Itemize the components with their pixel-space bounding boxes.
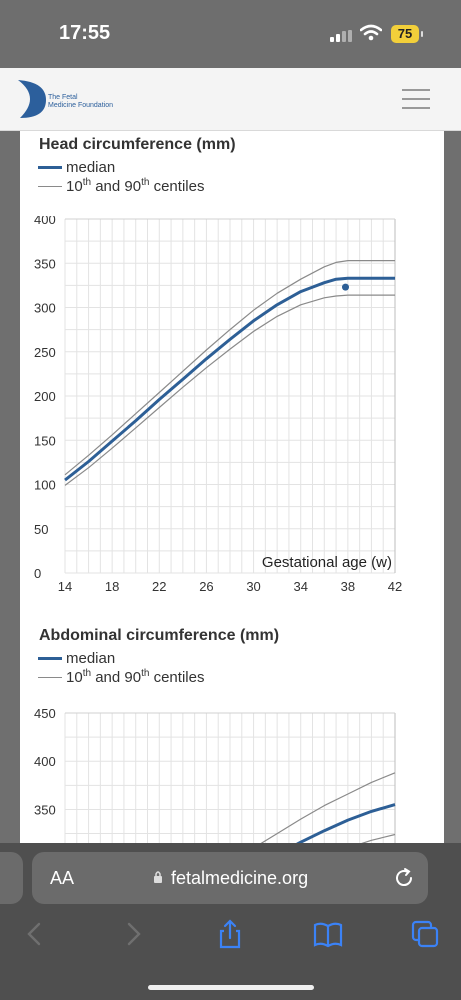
- x-tick-label: 22: [152, 579, 166, 594]
- legend-median-label: median: [66, 159, 116, 176]
- url-text[interactable]: fetalmedicine.org: [171, 868, 309, 888]
- home-indicator: [148, 985, 314, 990]
- tabs-icon[interactable]: [410, 919, 440, 949]
- median-line: [64, 276, 395, 482]
- centile-swatch: [38, 186, 62, 187]
- forward-icon[interactable]: [118, 919, 148, 949]
- foundation-logo-icon[interactable]: [16, 78, 48, 120]
- cellular-signal-icon: [330, 30, 352, 42]
- measurement-point: [342, 283, 349, 291]
- centile-line: [64, 259, 395, 476]
- back-icon[interactable]: [20, 919, 50, 949]
- head-circumference-chart: 0 50 100 150 200 250 300 350 400 14 18 22 26 30 34 38 42…: [34, 216, 402, 594]
- y-tick-label: 200: [34, 389, 56, 404]
- site-header: The Fetal Medicine Foundation: [0, 68, 461, 131]
- median-swatch: [38, 166, 62, 169]
- chart-1-legend-median: median: [38, 159, 115, 176]
- y-tick-label: 350: [34, 802, 56, 817]
- centile-swatch: [38, 677, 62, 678]
- x-tick-label: 26: [199, 579, 213, 594]
- centile-line: [361, 833, 396, 843]
- wifi-icon: [360, 24, 382, 41]
- logo-line-2: Medicine Foundation: [48, 102, 113, 109]
- chart-2-title: Abdominal circumference (mm): [39, 627, 280, 644]
- x-tick-label: 30: [246, 579, 260, 594]
- x-tick-label: 18: [105, 579, 119, 594]
- x-tick-label: 42: [388, 579, 402, 594]
- y-tick-label: 0: [34, 566, 41, 581]
- centile-line: [260, 772, 396, 843]
- y-tick-label: 150: [34, 433, 56, 448]
- y-tick-label: 100: [34, 478, 56, 493]
- y-tick-label: 250: [34, 345, 56, 360]
- battery-indicator: 75: [391, 25, 419, 43]
- menu-icon[interactable]: [402, 89, 430, 109]
- x-tick-label: 14: [58, 579, 72, 594]
- x-tick-label: 34: [293, 579, 307, 594]
- chart-1-title: Head circumference (mm): [39, 136, 236, 153]
- abdominal-circumference-chart: 300350400450: [34, 707, 396, 843]
- bookmarks-icon[interactable]: [313, 919, 343, 949]
- lock-icon: [154, 871, 162, 883]
- reload-icon[interactable]: [393, 867, 415, 889]
- y-tick-label: 50: [34, 522, 48, 537]
- y-tick-label: 400: [34, 216, 56, 227]
- y-tick-label: 450: [34, 707, 56, 721]
- centile-line: [64, 294, 395, 486]
- chart-content: Head circumference (mm) median 10th and …: [20, 131, 444, 843]
- legend-median-label: median: [66, 650, 116, 667]
- median-line: [296, 803, 396, 843]
- share-icon[interactable]: [215, 919, 245, 949]
- status-time: 17:55: [59, 22, 111, 44]
- battery-tip: [421, 31, 423, 37]
- y-tick-label: 400: [34, 754, 56, 769]
- x-axis-label: Gestational age (w): [262, 554, 392, 571]
- chart-1-legend-centiles: 10th and 90th centiles: [38, 178, 204, 195]
- chart-2-legend-median: median: [38, 650, 115, 667]
- logo-text[interactable]: The Fetal Medicine Foundation: [48, 94, 113, 110]
- address-bar[interactable]: AA fetalmedicine.org: [32, 852, 428, 904]
- status-bar: 17:55 75: [0, 0, 461, 68]
- previous-tab-preview[interactable]: [0, 852, 23, 904]
- x-tick-label: 38: [341, 579, 355, 594]
- text-size-button[interactable]: AA: [50, 868, 75, 888]
- chart-2-legend-centiles: 10th and 90th centiles: [38, 669, 204, 686]
- median-swatch: [38, 657, 62, 660]
- y-tick-label: 350: [34, 256, 56, 271]
- y-tick-label: 300: [34, 301, 56, 316]
- legend-centile-label: 10th and 90th centiles: [66, 668, 205, 687]
- logo-line-1: The Fetal: [48, 94, 78, 101]
- legend-centile-label: 10th and 90th centiles: [66, 177, 205, 196]
